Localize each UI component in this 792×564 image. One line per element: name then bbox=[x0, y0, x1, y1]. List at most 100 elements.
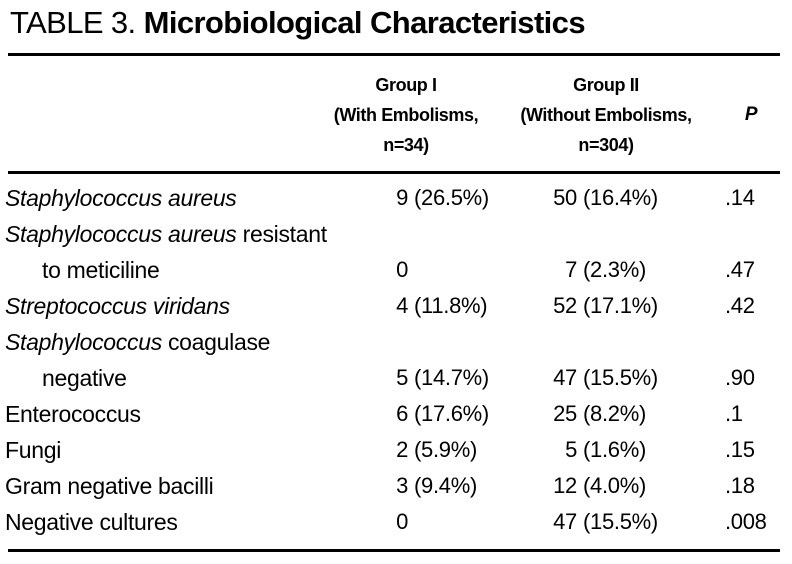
percentage: (16.4%) bbox=[583, 185, 658, 210]
percentage: (15.5%) bbox=[583, 365, 658, 390]
group2-value-cell: 7 (2.3%) bbox=[500, 252, 675, 288]
group1-value-cell: 0 bbox=[345, 252, 500, 288]
row-label-text: Gram negative bacilli bbox=[5, 473, 214, 499]
group2-value-cell: 12 (4.0%) bbox=[500, 468, 675, 504]
table-row: Staphylococcus coagulase bbox=[5, 324, 775, 360]
row-label-cell: Streptococcus viridans bbox=[5, 288, 345, 324]
group2-header-line2: (Without Embolisms, bbox=[520, 105, 692, 125]
row-label-cell: Staphylococcus coagulase bbox=[5, 324, 345, 360]
count: 52 bbox=[553, 293, 577, 318]
group2-value-cell: 52 (17.1%) bbox=[500, 288, 675, 324]
column-header-group2: Group II (Without Embolisms, n=304) bbox=[520, 70, 692, 160]
p-value-cell: .42 bbox=[725, 293, 755, 318]
percentage: (2.3%) bbox=[583, 257, 646, 282]
row-label-text: Fungi bbox=[5, 437, 62, 463]
count: 5 bbox=[396, 365, 408, 390]
table-row: Staphylococcus aureus 9 (26.5%) 50 (16.4%)… bbox=[5, 180, 775, 216]
species-name-italic: Staphylococcus aureus bbox=[5, 221, 237, 247]
count: 47 bbox=[553, 509, 577, 534]
column-header-p: P bbox=[744, 104, 758, 125]
table-row: Negative cultures 0 47 (15.5%) .008 bbox=[5, 504, 775, 540]
percentage: (9.4%) bbox=[414, 473, 477, 498]
table-title: TABLE 3. Microbiological Characteristics bbox=[10, 5, 586, 40]
table-row: Fungi 2 (5.9%) 5 (1.6%) .15 bbox=[5, 432, 775, 468]
count: 9 bbox=[396, 185, 408, 210]
percentage: (17.6%) bbox=[414, 401, 489, 426]
p-value-cell bbox=[675, 216, 775, 252]
count: 0 bbox=[396, 509, 408, 534]
p-value-cell bbox=[675, 324, 775, 360]
group1-value-cell: 4 (11.8%) bbox=[345, 288, 500, 324]
table-row: to meticiline 0 7 (2.3%) .47 bbox=[5, 252, 775, 288]
table-row: Staphylococcus aureus resistant bbox=[5, 216, 775, 252]
table-top-rule bbox=[8, 53, 780, 56]
group1-value-cell: 2 (5.9%) bbox=[345, 432, 500, 468]
count: 50 bbox=[553, 185, 577, 210]
group2-value-cell: 25 (8.2%) bbox=[500, 396, 675, 432]
header-divider-rule bbox=[8, 171, 780, 174]
p-value-cell: .15 bbox=[725, 437, 755, 462]
row-label-text: Negative cultures bbox=[5, 509, 178, 535]
table-row: negative 5 (14.7%) 47 (15.5%) .90 bbox=[5, 360, 775, 396]
table-number-label: TABLE 3. bbox=[10, 5, 136, 40]
group2-value-cell: 47 (15.5%) bbox=[500, 360, 675, 396]
count: 3 bbox=[396, 473, 408, 498]
group2-value-cell: 5 (1.6%) bbox=[500, 432, 675, 468]
microbiology-table: Staphylococcus aureus 9 (26.5%) 50 (16.4%)… bbox=[5, 180, 775, 540]
group1-value-cell bbox=[345, 324, 500, 360]
percentage: (26.5%) bbox=[414, 185, 489, 210]
count: 2 bbox=[396, 437, 408, 462]
row-label-cell: Staphylococcus aureus bbox=[5, 180, 345, 216]
species-name-italic: Streptococcus viridans bbox=[5, 293, 230, 319]
p-value-cell: .18 bbox=[725, 473, 755, 498]
row-label-cell: to meticiline bbox=[42, 257, 160, 283]
group1-header-line2: (With Embolisms, bbox=[333, 105, 479, 125]
table-title-text: Microbiological Characteristics bbox=[143, 5, 586, 40]
group1-value-cell: 6 (17.6%) bbox=[345, 396, 500, 432]
group2-value-cell bbox=[500, 324, 675, 360]
percentage: (15.5%) bbox=[583, 509, 658, 534]
group2-value-cell bbox=[500, 216, 675, 252]
row-label-cell: Negative cultures bbox=[5, 504, 345, 540]
row-label-text: coagulase bbox=[161, 329, 271, 355]
count: 0 bbox=[396, 257, 408, 282]
table-row: Gram negative bacilli 3 (9.4%) 12 (4.0%) .… bbox=[5, 468, 775, 504]
row-label-cell: Gram negative bacilli bbox=[5, 468, 345, 504]
p-value-cell: .008 bbox=[725, 509, 767, 534]
percentage: (11.8%) bbox=[414, 293, 488, 318]
p-value-cell: .47 bbox=[725, 257, 755, 282]
count: 4 bbox=[396, 293, 408, 318]
count: 47 bbox=[553, 365, 577, 390]
row-label-text: resistant bbox=[236, 221, 328, 247]
row-label-cell: Fungi bbox=[5, 432, 345, 468]
group2-header-line3: n=304) bbox=[578, 135, 634, 155]
table-row: Enterococcus 6 (17.6%) 25 (8.2%) .1 bbox=[5, 396, 775, 432]
group1-value-cell: 0 bbox=[345, 504, 500, 540]
count: 25 bbox=[553, 401, 577, 426]
percentage: (8.2%) bbox=[583, 401, 646, 426]
count: 5 bbox=[565, 437, 577, 462]
row-label-text: Enterococcus bbox=[5, 401, 141, 427]
p-value-cell: .1 bbox=[725, 401, 743, 426]
table-row: Streptococcus viridans 4 (11.8%) 52 (17.1%… bbox=[5, 288, 775, 324]
percentage: (1.6%) bbox=[583, 437, 646, 462]
group1-value-cell: 5 (14.7%) bbox=[345, 360, 500, 396]
p-value-cell: .90 bbox=[725, 365, 755, 390]
group1-header-line3: n=34) bbox=[383, 135, 429, 155]
species-name-italic: Staphylococcus bbox=[5, 329, 162, 355]
percentage: (17.1%) bbox=[583, 293, 658, 318]
group2-header-line1: Group II bbox=[573, 75, 639, 95]
group2-value-cell: 47 (15.5%) bbox=[500, 504, 675, 540]
count: 12 bbox=[553, 473, 577, 498]
row-label-cell: Staphylococcus aureus resistant bbox=[5, 216, 345, 252]
group1-value-cell: 3 (9.4%) bbox=[345, 468, 500, 504]
count: 6 bbox=[396, 401, 408, 426]
group1-value-cell: 9 (26.5%) bbox=[345, 180, 500, 216]
column-header-group1: Group I (With Embolisms, n=34) bbox=[333, 70, 479, 160]
group1-value-cell bbox=[345, 216, 500, 252]
p-value-cell: .14 bbox=[725, 185, 755, 210]
percentage: (5.9%) bbox=[414, 437, 477, 462]
table-bottom-rule bbox=[8, 549, 780, 552]
count: 7 bbox=[565, 257, 577, 282]
